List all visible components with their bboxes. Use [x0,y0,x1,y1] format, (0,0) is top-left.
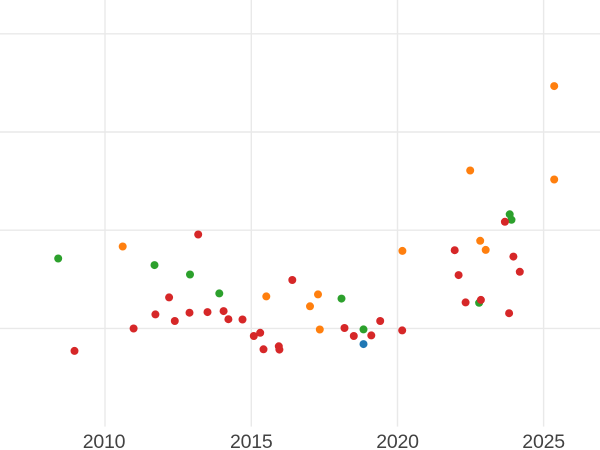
svg-text:2015: 2015 [230,431,273,450]
svg-text:2010: 2010 [83,431,126,450]
svg-text:2020: 2020 [376,431,419,450]
svg-text:2025: 2025 [522,431,565,450]
